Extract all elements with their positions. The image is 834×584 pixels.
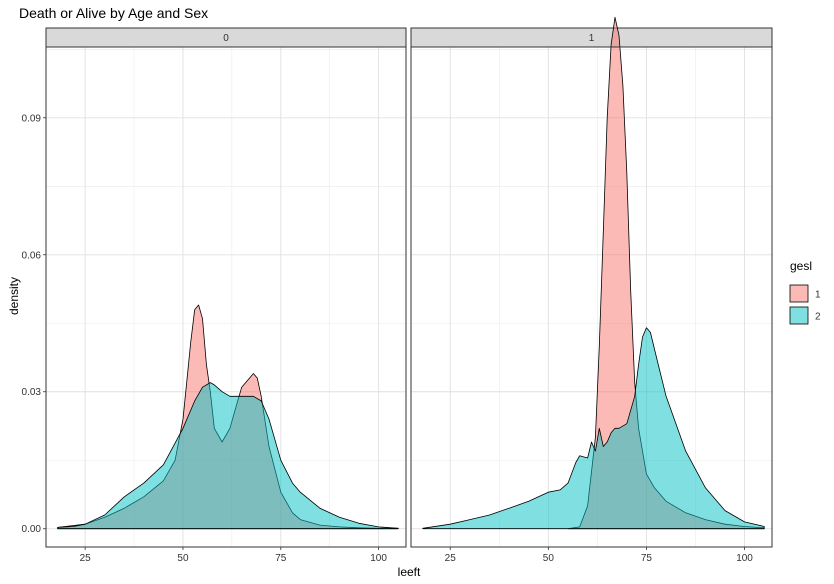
panel-border bbox=[410, 46, 773, 548]
y-tick-label: 0.09 bbox=[22, 113, 42, 124]
panel-border bbox=[45, 46, 407, 548]
x-tick-label: 25 bbox=[445, 553, 457, 564]
x-tick-label: 100 bbox=[370, 553, 387, 564]
legend-label-1: 1 bbox=[815, 290, 821, 301]
legend-key-1 bbox=[789, 284, 809, 303]
legend-title: gesl bbox=[790, 259, 812, 273]
y-tick-label: 0.06 bbox=[22, 250, 42, 261]
facet-strip-label: 1 bbox=[589, 33, 595, 44]
y-tick-label: 0.00 bbox=[22, 524, 42, 535]
x-tick-label: 50 bbox=[177, 553, 189, 564]
y-axis-title: density bbox=[7, 277, 21, 315]
y-tick-label: 0.03 bbox=[22, 387, 42, 398]
y-axis: 0.00 0.03 0.06 0.09 bbox=[22, 113, 46, 535]
legend-key-2 bbox=[789, 306, 809, 325]
x-tick-label: 75 bbox=[641, 553, 653, 564]
x-axis-title: leeft bbox=[398, 565, 421, 579]
x-tick-label: 50 bbox=[543, 553, 555, 564]
facet-panel-0: 0 25 50 75 100 bbox=[45, 27, 407, 564]
legend: gesl 1 2 bbox=[789, 259, 821, 325]
facet-panel-1: 1 25 50 75 100 bbox=[410, 16, 773, 564]
x-tick-label: 75 bbox=[275, 553, 287, 564]
legend-label-2: 2 bbox=[815, 312, 821, 323]
facet-strip-label: 0 bbox=[223, 33, 229, 44]
density-area-gesl-2 bbox=[57, 382, 399, 530]
density-area-gesl-2 bbox=[422, 327, 765, 530]
x-tick-label: 100 bbox=[736, 553, 753, 564]
chart-title: Death or Alive by Age and Sex bbox=[19, 5, 208, 21]
x-tick-label: 25 bbox=[80, 553, 92, 564]
